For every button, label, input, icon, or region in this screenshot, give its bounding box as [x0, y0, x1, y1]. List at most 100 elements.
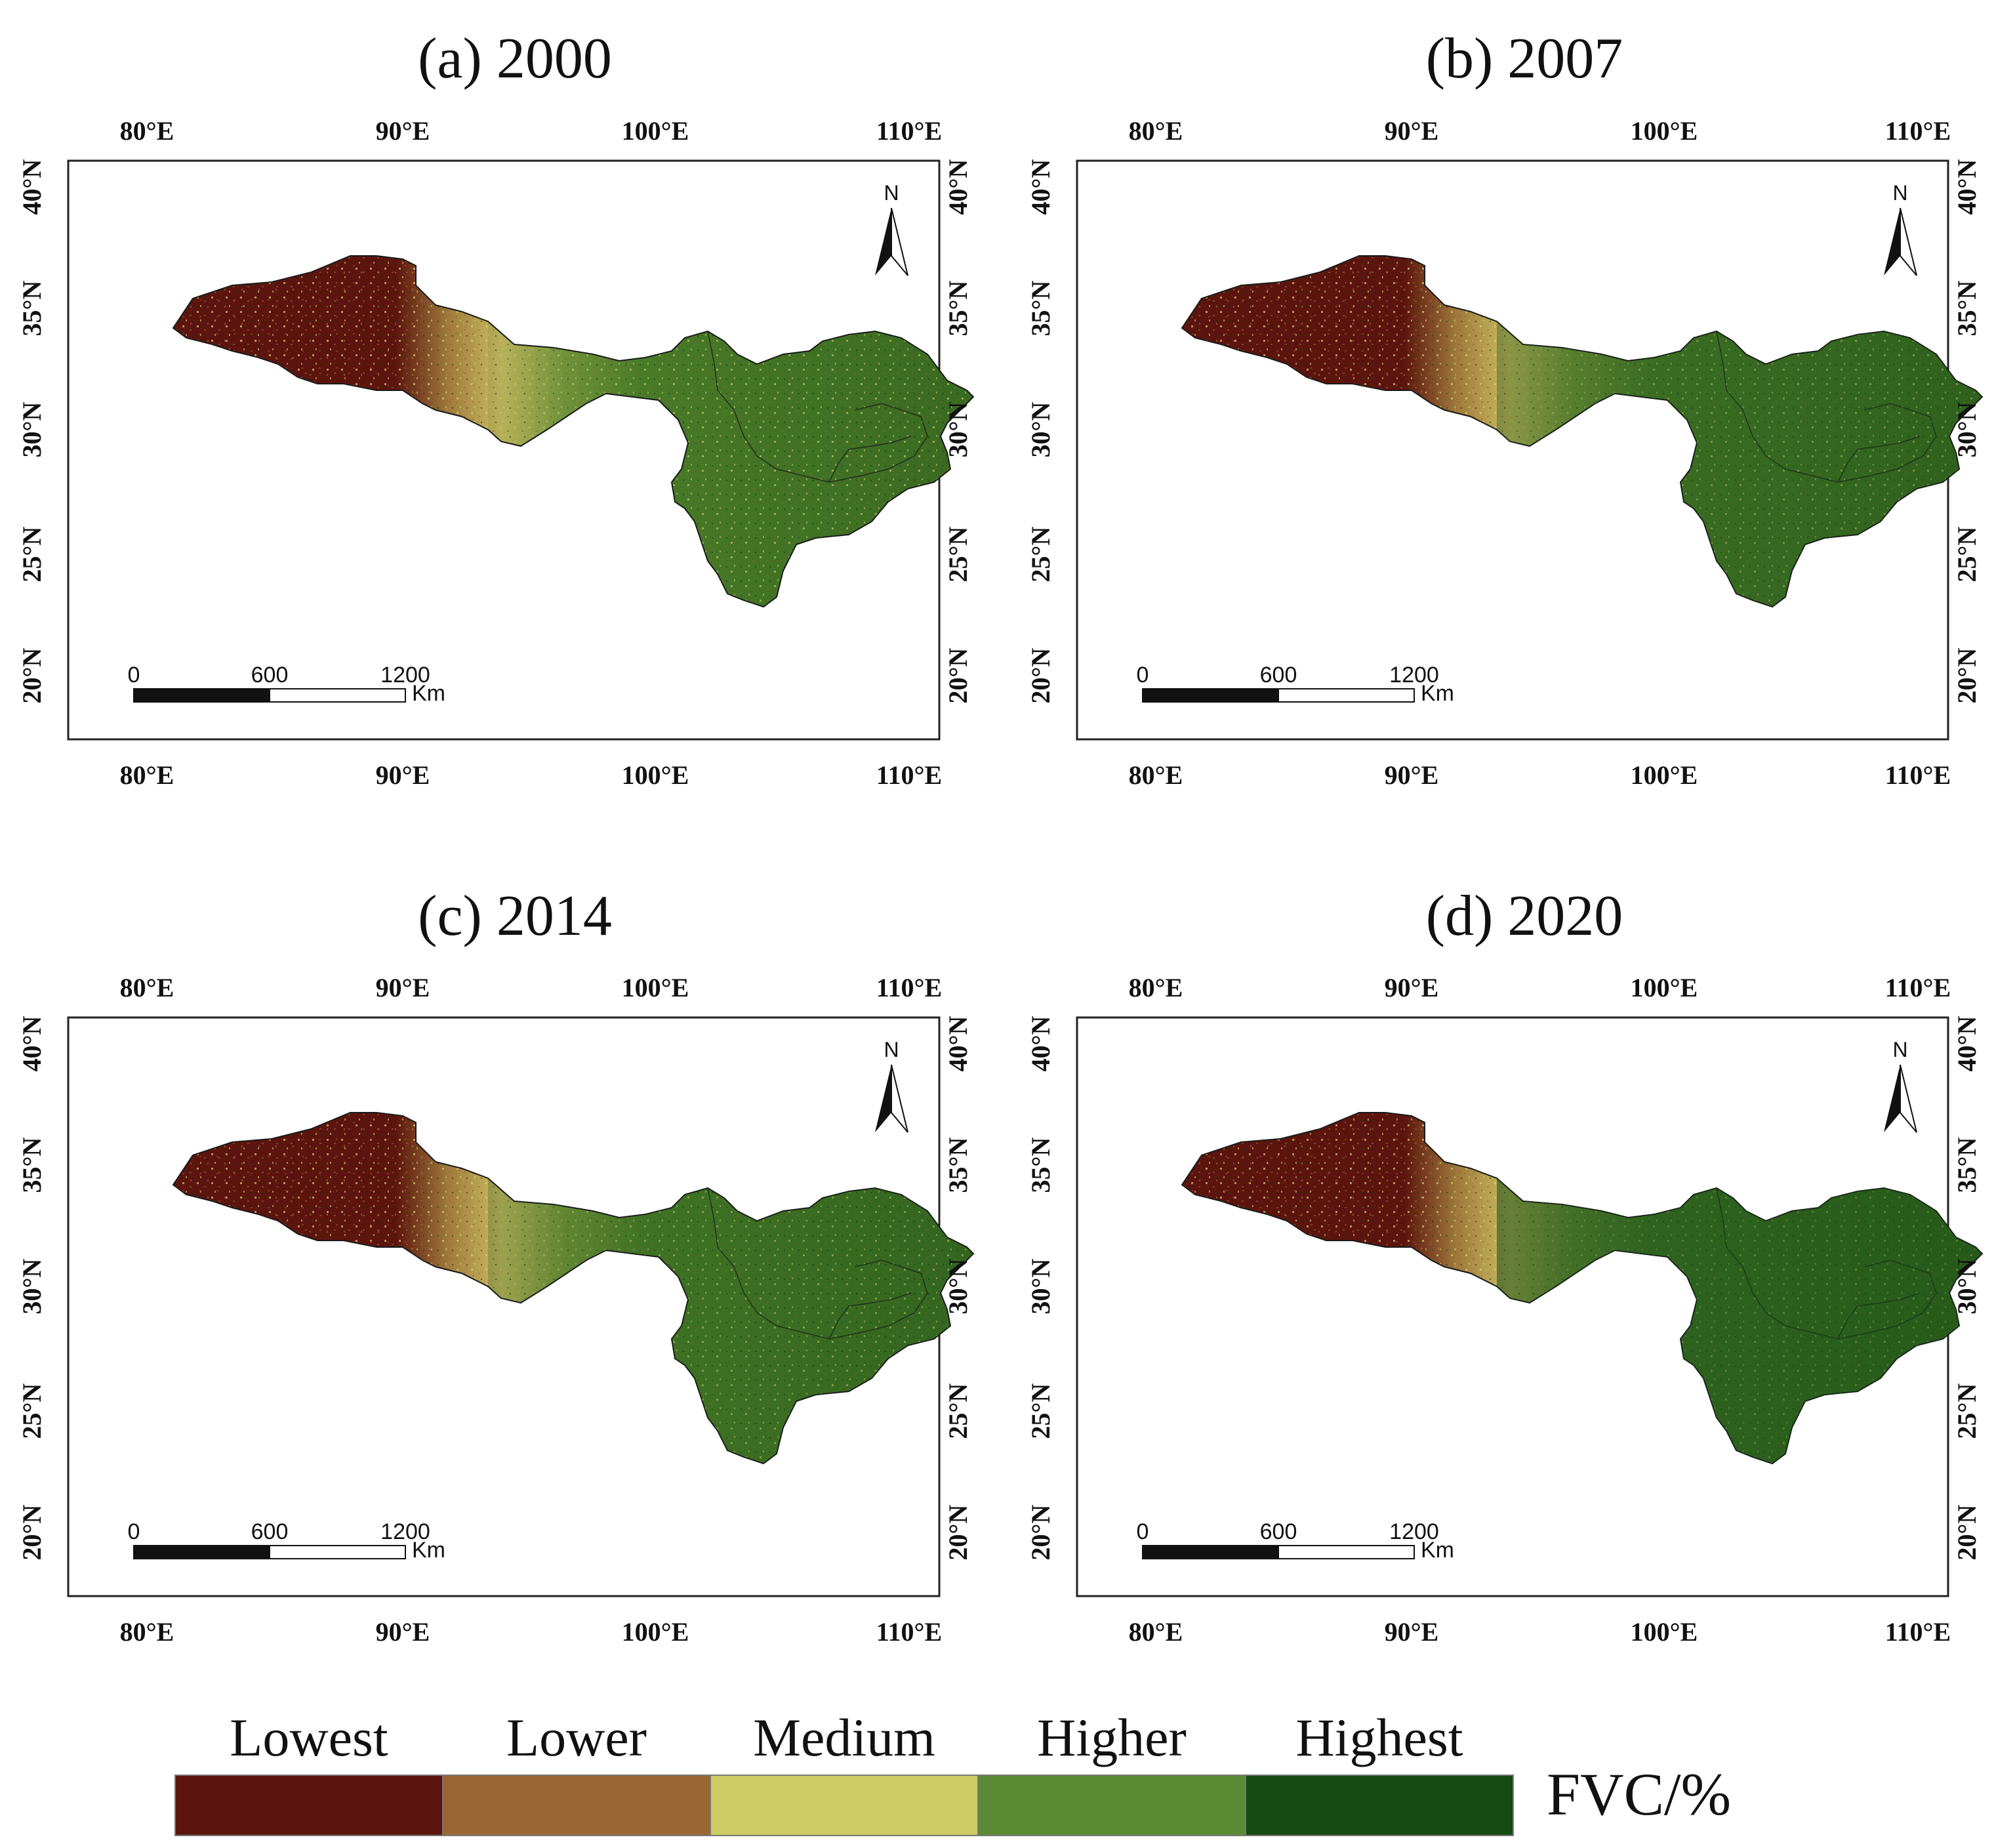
lat-tick-label-right: 25°N — [1952, 526, 1982, 582]
lon-tick-label-top: 100°E — [622, 116, 689, 146]
lat-tick-label-left: 20°N — [17, 647, 47, 703]
lat-tick-label-left: 30°N — [17, 401, 47, 457]
scale-bar-label: 600 — [1260, 663, 1297, 688]
scale-bar-label: 600 — [1260, 1519, 1297, 1544]
lat-tick-label-right: 35°N — [1952, 1137, 1982, 1193]
lat-tick-label-right: 40°N — [1952, 159, 1982, 215]
lon-tick-label-top: 80°E — [120, 116, 174, 146]
map-panel: (c) 2014 80°E 80°E 90°E 90°E 100°E 100°E 110°E 1… — [17, 884, 980, 1647]
legend-swatch — [710, 1775, 979, 1836]
lon-tick-label-bottom: 110°E — [1885, 760, 1951, 790]
lon-tick-label-bottom: 100°E — [622, 1617, 689, 1647]
panels-root: (a) 2000 80°E 80°E 90°E 90°E 100°E 100°E 110°E 1… — [17, 27, 1989, 1647]
lat-tick-label-left: 30°N — [17, 1258, 47, 1314]
panel-title: (a) 2000 — [418, 27, 612, 91]
lat-tick-label-left: 30°N — [1026, 401, 1055, 457]
lon-tick-label-bottom: 100°E — [1631, 1617, 1698, 1647]
lat-tick-label-right: 40°N — [1952, 1016, 1982, 1071]
lat-tick-label-left: 35°N — [1026, 280, 1055, 336]
scale-bar-segment — [133, 1545, 270, 1559]
lon-tick-label-top: 80°E — [120, 973, 174, 1002]
scale-bar-label: 600 — [251, 1519, 289, 1544]
lat-tick-label-right: 30°N — [1952, 1258, 1982, 1314]
map-panel: (a) 2000 80°E 80°E 90°E 90°E 100°E 100°E 110°E 1… — [17, 27, 980, 790]
scale-bar-label: 600 — [251, 663, 289, 688]
scale-bar-segment — [1142, 1545, 1279, 1559]
scale-bar-segment — [269, 688, 406, 703]
lon-tick-label-bottom: 90°E — [376, 1617, 430, 1647]
scale-bar-segment — [1278, 688, 1415, 703]
lat-tick-label-right: 25°N — [943, 1383, 973, 1439]
lat-tick-label-right: 20°N — [1952, 647, 1982, 703]
legend-swatch — [442, 1775, 711, 1836]
lon-tick-label-top: 100°E — [622, 973, 689, 1002]
lat-tick-label-left: 30°N — [1026, 1258, 1055, 1314]
scale-bar-segment — [1142, 688, 1279, 703]
legend-label: Lower — [506, 1708, 647, 1767]
lon-tick-label-bottom: 90°E — [1385, 760, 1439, 790]
lat-tick-label-left: 40°N — [17, 159, 47, 215]
scale-bar-label: 0 — [128, 663, 140, 688]
lat-tick-label-left: 35°N — [17, 280, 47, 336]
lon-tick-label-bottom: 110°E — [876, 760, 942, 790]
north-arrow-icon — [875, 1065, 891, 1132]
scale-bar-unit: Km — [1421, 1538, 1454, 1563]
lon-tick-label-bottom: 80°E — [120, 760, 174, 790]
lat-tick-label-right: 20°N — [943, 647, 973, 703]
fvc-legend: Lowest Lower Medium Higher Highest FVC/% — [174, 1708, 1731, 1836]
north-arrow-icon — [891, 207, 908, 276]
north-label: N — [1892, 1038, 1907, 1061]
lon-tick-label-top: 110°E — [1885, 116, 1951, 146]
lat-tick-label-right: 30°N — [943, 1258, 973, 1314]
lon-tick-label-top: 80°E — [1129, 116, 1183, 146]
lon-tick-label-top: 110°E — [876, 116, 942, 146]
lon-tick-label-bottom: 100°E — [622, 760, 689, 790]
scale-bar-unit: Km — [1421, 681, 1454, 706]
north-label: N — [884, 1038, 899, 1061]
lon-tick-label-bottom: 110°E — [1885, 1617, 1951, 1647]
panel-title: (d) 2020 — [1426, 884, 1623, 948]
scale-bar-label: 1200 — [380, 663, 430, 688]
legend-title: FVC/% — [1547, 1761, 1731, 1828]
lat-tick-label-left: 20°N — [1026, 647, 1055, 703]
map-panel: (d) 2020 80°E 80°E 90°E 90°E 100°E 100°E 110°E 1… — [1026, 884, 1989, 1647]
north-label: N — [1892, 181, 1907, 205]
scale-bar-unit: Km — [412, 681, 445, 706]
lat-tick-label-left: 25°N — [1026, 526, 1055, 582]
lat-tick-label-right: 35°N — [1952, 280, 1982, 336]
lon-tick-label-bottom: 80°E — [1129, 1617, 1183, 1647]
lat-tick-label-right: 35°N — [943, 1137, 973, 1193]
lon-tick-label-top: 90°E — [1385, 973, 1439, 1002]
scale-bar-label: 1200 — [380, 1519, 430, 1544]
lon-tick-label-top: 110°E — [1885, 973, 1951, 1002]
lon-tick-label-top: 90°E — [376, 973, 430, 1002]
scale-bar-segment — [1278, 1545, 1415, 1559]
lon-tick-label-top: 90°E — [1385, 116, 1439, 146]
lat-tick-label-left: 40°N — [1026, 159, 1055, 215]
north-arrow-icon — [1884, 208, 1900, 276]
lat-tick-label-left: 35°N — [17, 1137, 47, 1193]
lat-tick-label-right: 25°N — [943, 526, 973, 582]
lon-tick-label-top: 110°E — [876, 973, 942, 1002]
scale-bar-label: 0 — [1137, 663, 1149, 688]
scale-bar-unit: Km — [412, 1538, 445, 1563]
scale-bar-segment — [269, 1545, 406, 1559]
lat-tick-label-right: 35°N — [943, 280, 973, 336]
legend-swatch — [1245, 1775, 1514, 1836]
scale-bar-label: 1200 — [1389, 1519, 1439, 1544]
legend-swatch — [174, 1775, 443, 1836]
legend-label: Higher — [1037, 1708, 1187, 1767]
panel-title: (b) 2007 — [1426, 27, 1623, 91]
lat-tick-label-right: 40°N — [943, 1016, 973, 1071]
lat-tick-label-left: 25°N — [17, 1383, 47, 1439]
lon-tick-label-bottom: 90°E — [376, 760, 430, 790]
lon-tick-label-top: 100°E — [1631, 116, 1698, 146]
lat-tick-label-left: 25°N — [1026, 1383, 1055, 1439]
scale-bar-label: 0 — [1137, 1519, 1149, 1544]
lat-tick-label-left: 25°N — [17, 526, 47, 582]
lat-tick-label-left: 20°N — [1026, 1504, 1055, 1560]
legend-label: Medium — [753, 1708, 935, 1767]
north-arrow-icon — [875, 208, 891, 276]
lat-tick-label-left: 40°N — [17, 1016, 47, 1071]
